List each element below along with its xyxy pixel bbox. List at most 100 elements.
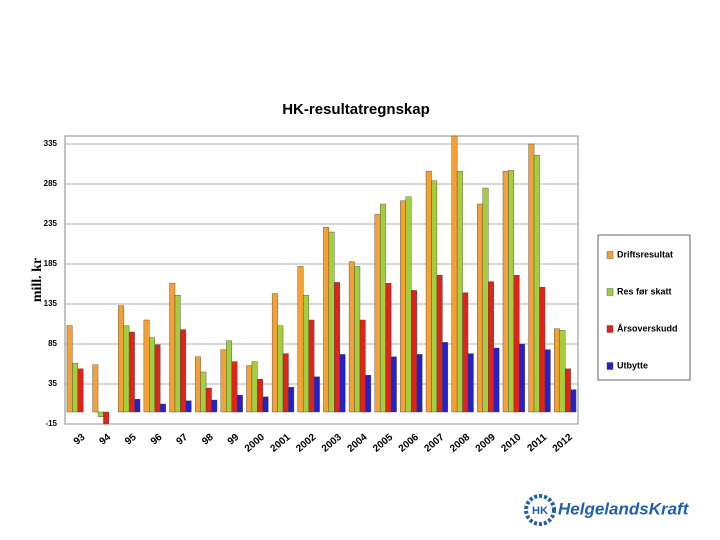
x-tick-label: 93 [72,432,88,448]
bar [134,399,141,413]
y-tick-label: 185 [44,259,58,268]
bar [143,319,150,413]
bar [154,344,161,413]
bar [334,282,340,413]
bar [97,411,104,418]
bar [533,154,540,413]
y-tick-label: 85 [48,339,57,348]
bar [359,319,366,413]
bar [416,354,423,413]
bar [570,389,577,413]
bar [288,387,295,413]
bar [385,283,392,413]
x-tick-label: 94 [98,432,114,448]
x-tick-label: 98 [200,432,216,448]
bar [277,325,284,413]
bar [226,340,232,413]
bar [262,396,269,413]
bar [400,200,407,413]
bar [354,266,361,413]
bar [488,281,494,413]
bar [462,292,469,413]
legend-swatch [606,251,614,259]
x-tick-label: 2005 [371,432,395,455]
bar [185,400,192,413]
bar [103,411,110,425]
bar [467,353,474,413]
legend-label: Res før skatt [617,286,672,296]
bar [405,196,412,413]
legend [597,234,691,381]
y-tick-label: 335 [44,139,58,148]
legend-label: Driftsresultat [617,249,673,259]
bar [211,399,218,413]
bar [328,231,335,413]
legend-swatch [606,362,614,370]
bar [123,325,130,413]
x-tick-label: 2009 [474,432,498,455]
bar [72,363,79,413]
bar [303,295,309,413]
bar [118,305,124,413]
legend-swatch [606,288,614,296]
bar [271,293,278,413]
bar [554,328,560,413]
x-tick-label: 2006 [397,432,421,455]
bar [231,361,238,413]
x-tick-label: 2001 [269,432,293,455]
y-tick-label: 235 [44,219,58,228]
bar [374,214,381,413]
bar [297,266,304,413]
bar [308,319,315,413]
bar [508,170,515,413]
plot-area [64,135,579,425]
x-tick-label: 2011 [525,432,549,455]
bar [174,295,181,413]
bar [442,342,449,413]
bar [539,287,546,413]
bar [390,356,397,413]
x-tick-label: 96 [149,432,165,448]
bar [559,330,566,413]
bar [282,353,289,413]
bar [513,275,520,413]
bar [528,143,535,413]
bar [236,395,243,413]
logo-mark [524,494,556,526]
bar [92,364,99,413]
y-tick-label: 35 [48,379,57,388]
bar [205,387,212,413]
bar [379,203,386,413]
x-tick-label: 2010 [499,432,523,455]
y-tick-label: 285 [44,179,58,188]
x-tick-label: 2002 [294,432,318,455]
legend-swatch [606,325,614,333]
x-tick-label: 2008 [448,432,472,455]
bar [180,329,187,413]
bar [431,180,438,413]
bar [519,343,525,413]
x-tick-label: 2012 [551,432,575,455]
bar [493,347,500,413]
logo-group: HK HelgelandsKraft [524,494,690,526]
bar [251,361,258,413]
x-tick-label: 97 [174,432,190,448]
bar [544,349,551,413]
bar [128,331,135,413]
chart-title: HK-resultatregnskap [282,101,430,118]
bar [313,376,320,413]
bar [365,375,372,413]
bar [77,368,84,413]
legend-label: Utbytte [617,360,648,370]
logo-icon: HK [532,505,548,517]
bar [194,356,201,413]
x-tick-label: 99 [226,432,242,448]
bar [502,170,509,413]
bar [257,379,264,413]
x-tick-label: 2000 [243,432,267,455]
bar [411,290,417,413]
logo-text: HelgelandsKraft [558,499,690,518]
bar [477,203,483,413]
bar [66,325,73,413]
bar [339,354,346,413]
